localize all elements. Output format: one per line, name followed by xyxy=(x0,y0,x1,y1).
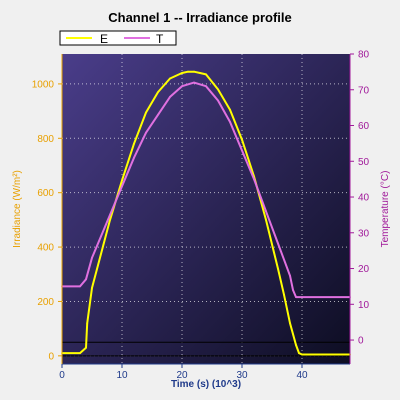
reference-lines xyxy=(62,341,350,357)
series-point-e xyxy=(217,88,219,91)
series-point-e xyxy=(283,293,285,296)
series-point-e xyxy=(85,346,87,349)
legend: E T xyxy=(59,30,177,46)
series-point-t xyxy=(109,214,111,216)
series-point-e xyxy=(205,73,207,76)
series-point-t xyxy=(145,131,147,134)
y-right-tick-label: 80 xyxy=(358,50,370,61)
series-line-e xyxy=(62,70,350,356)
y-right-tick-label: 50 xyxy=(358,157,370,168)
series-point-e xyxy=(199,72,201,74)
x-tick-label: 40 xyxy=(296,370,308,381)
series-point-e xyxy=(187,70,189,73)
series-point-t xyxy=(169,96,171,98)
chart-title: Channel 1 -- Irradiance profile xyxy=(108,10,292,25)
series-point-e xyxy=(277,267,279,270)
y-right-axis-ticks: 0 10 20 30 40 50 60 70 80 xyxy=(350,50,370,347)
y-right-tick-label: 30 xyxy=(358,228,370,239)
series-point-e xyxy=(157,91,159,93)
series-point-t xyxy=(292,289,294,291)
series-point-e xyxy=(169,77,171,80)
x-tick-label: 0 xyxy=(59,370,65,381)
series-point-t xyxy=(91,256,93,259)
series-point-e xyxy=(145,111,147,114)
x-tick-label: 30 xyxy=(236,370,248,381)
x-tick-label: 20 xyxy=(176,370,188,381)
x-axis-label: Time (s) (10^3) xyxy=(171,379,241,390)
y-right-axis-label: Temperature (°C) xyxy=(380,171,391,248)
y-right-tick-label: 0 xyxy=(358,336,364,347)
series-point-t xyxy=(181,85,183,88)
x-tick-label: 10 xyxy=(116,370,128,381)
y-left-tick-label: 200 xyxy=(37,297,54,308)
series-point-t xyxy=(133,156,135,159)
y-right-tick-label: 20 xyxy=(358,264,370,275)
y-left-tick-label: 600 xyxy=(37,188,54,199)
x-axis-ticks: 0 10 20 30 40 xyxy=(59,364,308,381)
series-point-t xyxy=(205,85,207,88)
series-point-t xyxy=(253,178,255,181)
legend-t-label: T xyxy=(156,32,164,46)
y-right-tick-label: 60 xyxy=(358,121,370,132)
series-point-e xyxy=(193,70,195,73)
y-left-tick-label: 1000 xyxy=(32,79,55,90)
series-layer xyxy=(61,70,351,356)
series-point-e xyxy=(229,108,231,111)
y-right-tick-label: 70 xyxy=(358,85,370,96)
series-point-t xyxy=(301,296,303,298)
series-point-e xyxy=(265,219,267,221)
series-point-t xyxy=(277,242,279,245)
series-point-e xyxy=(91,287,93,289)
series-point-t xyxy=(241,149,243,152)
series-point-e xyxy=(133,142,135,145)
series-point-e xyxy=(298,352,300,354)
series-point-t xyxy=(217,99,219,102)
series-point-t xyxy=(289,274,291,277)
series-point-t xyxy=(193,81,195,84)
y-left-tick-label: 400 xyxy=(37,243,54,254)
series-point-e xyxy=(121,179,123,182)
y-left-tick-label: 0 xyxy=(48,351,54,362)
series-point-e xyxy=(86,322,89,325)
series-point-t xyxy=(79,285,81,288)
y-right-tick-label: 40 xyxy=(358,193,370,204)
y-left-axis-ticks: 0 200 400 600 800 1000 xyxy=(32,79,62,362)
series-point-e xyxy=(181,72,183,74)
series-point-t xyxy=(121,185,123,188)
legend-e-label: E xyxy=(100,32,108,46)
series-point-e xyxy=(241,138,243,141)
series-point-t xyxy=(265,210,267,213)
legend-box xyxy=(59,30,177,46)
series-point-e xyxy=(301,353,303,356)
series-line-t xyxy=(62,81,350,299)
series-point-t xyxy=(295,296,297,298)
y-right-tick-label: 10 xyxy=(358,300,370,311)
series-point-e xyxy=(295,344,297,346)
y-left-axis-label: Irradiance (W/m²) xyxy=(12,170,23,248)
series-point-e xyxy=(289,322,291,325)
series-point-e xyxy=(109,219,111,221)
y-left-tick-label: 800 xyxy=(37,134,54,145)
series-point-t xyxy=(85,278,87,281)
series-point-t xyxy=(229,121,231,123)
series-point-e xyxy=(79,352,81,354)
plot-area xyxy=(62,54,350,364)
series-point-t xyxy=(157,113,159,116)
